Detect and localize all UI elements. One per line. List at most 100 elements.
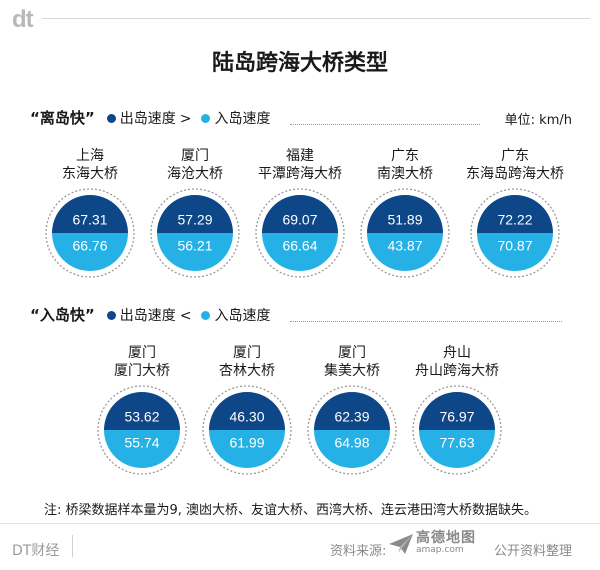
bridge-name: 杏林大桥 [219,363,275,379]
out-speed-half [157,195,233,233]
legend-out-label: 出岛速度 [119,308,176,324]
in-speed-half [477,233,553,271]
bridge-name: 东海大桥 [62,166,118,182]
amap-logo: 高德地图 amap.com [416,530,476,556]
out-speed-half [262,195,338,233]
speed-badge: 69.07 66.64 [255,188,345,278]
speed-badge: 76.97 77.63 [412,385,502,475]
bridge-item: 厦门 厦门大桥 53.62 55.74 [92,344,192,476]
out-speed-half [477,195,553,233]
section-header-enter-faster: “入岛快” 出岛速度 < 入岛速度 [30,304,270,325]
bridge-place: 厦门 [338,345,366,361]
in-speed-value: 70.87 [497,238,532,254]
out-speed-value: 76.97 [439,409,474,425]
in-speed-value: 77.63 [439,435,474,451]
paper-plane-icon [389,534,413,554]
top-divider [42,18,590,19]
bridge-item: 厦门 集美大桥 62.39 64.98 [302,344,402,476]
in-speed-value: 55.74 [124,435,159,451]
footnote: 注: 桥梁数据样本量为9, 澳凼大桥、友谊大桥、西湾大桥、连云港田湾大桥数据缺失… [44,503,538,518]
out-speed-value: 72.22 [497,212,532,228]
out-speed-value: 46.30 [229,409,264,425]
in-speed-value: 43.87 [387,238,422,254]
in-speed-half [262,233,338,271]
unit-label: 单位: km/h [504,113,572,128]
bridge-place: 厦门 [233,345,261,361]
in-speed-value: 66.64 [282,238,317,254]
speed-badge: 51.89 43.87 [360,188,450,278]
legend-in-label: 入岛速度 [214,111,271,127]
out-speed-half [419,392,495,430]
legend-out-label: 出岛速度 [119,111,176,127]
out-speed-half [104,392,180,430]
in-speed-value: 61.99 [229,435,264,451]
comparison-operator: < [179,308,192,324]
in-speed-half [419,430,495,468]
in-speed-half [367,233,443,271]
chart-title: 陆岛跨海大桥类型 [211,51,388,76]
legend-out-dot [106,311,116,320]
bridge-name: 舟山跨海大桥 [415,363,499,379]
section-rule [290,321,562,322]
legend-in-dot [201,311,211,320]
in-speed-value: 64.98 [334,435,369,451]
out-speed-half [314,392,390,430]
in-speed-value: 56.21 [177,238,212,254]
bridge-place: 上海 [76,148,104,164]
out-speed-half [209,392,285,430]
bridge-name: 海沧大桥 [167,166,223,182]
source-suffix: 公开资料整理 [494,544,573,559]
brand-separator [72,535,73,557]
in-speed-half [209,430,285,468]
comparison-operator: > [179,111,192,127]
bridge-place: 舟山 [443,345,471,361]
legend-in-label: 入岛速度 [214,308,271,324]
section-header-leave-faster: “离岛快” 出岛速度 > 入岛速度 [30,107,270,128]
amap-name: 高德地图 [416,530,476,546]
in-speed-value: 66.76 [72,238,107,254]
out-speed-value: 51.89 [387,212,422,228]
out-speed-half [52,195,128,233]
bridge-item: 广东 南澳大桥 51.89 43.87 [355,147,455,279]
in-speed-half [104,430,180,468]
bridge-place: 广东 [391,148,419,164]
bridge-name: 厦门大桥 [114,363,170,379]
bridge-item: 厦门 海沧大桥 57.29 56.21 [145,147,245,279]
bridge-place: 厦门 [128,345,156,361]
in-speed-half [52,233,128,271]
bridge-item: 厦门 杏林大桥 46.30 61.99 [197,344,297,476]
source-label: 资料来源: [330,544,387,559]
bridge-item: 上海 东海大桥 67.31 66.76 [40,147,140,279]
speed-badge: 62.39 64.98 [307,385,397,475]
speed-badge: 67.31 66.76 [45,188,135,278]
in-speed-half [157,233,233,271]
dt-logo: dt [12,6,34,33]
bridge-item: 广东 东海岛跨海大桥 72.22 70.87 [460,147,570,279]
bridge-name: 集美大桥 [324,363,380,379]
bridge-item: 舟山 舟山跨海大桥 76.97 77.63 [402,344,512,476]
out-speed-value: 69.07 [282,212,317,228]
amap-domain: amap.com [416,545,464,555]
speed-badge: 72.22 70.87 [470,188,560,278]
speed-badge: 57.29 56.21 [150,188,240,278]
bridge-place: 广东 [501,148,529,164]
section-title: “入岛快” [30,306,95,324]
out-speed-value: 57.29 [177,212,212,228]
legend-in-dot [201,114,211,123]
brand-label: DT财经 [12,543,60,559]
speed-badge: 53.62 55.74 [97,385,187,475]
bridge-place: 厦门 [181,148,209,164]
bridge-item: 福建 平潭跨海大桥 69.07 66.64 [250,147,350,279]
section-title: “离岛快” [30,109,95,127]
bridge-name: 南澳大桥 [377,166,433,182]
in-speed-half [314,430,390,468]
section-rule [290,124,480,125]
footer-divider [0,523,600,524]
out-speed-value: 67.31 [72,212,107,228]
out-speed-value: 53.62 [124,409,159,425]
speed-badge: 46.30 61.99 [202,385,292,475]
out-speed-value: 62.39 [334,409,369,425]
bridge-name: 平潭跨海大桥 [258,166,342,182]
legend-out-dot [106,114,116,123]
out-speed-half [367,195,443,233]
